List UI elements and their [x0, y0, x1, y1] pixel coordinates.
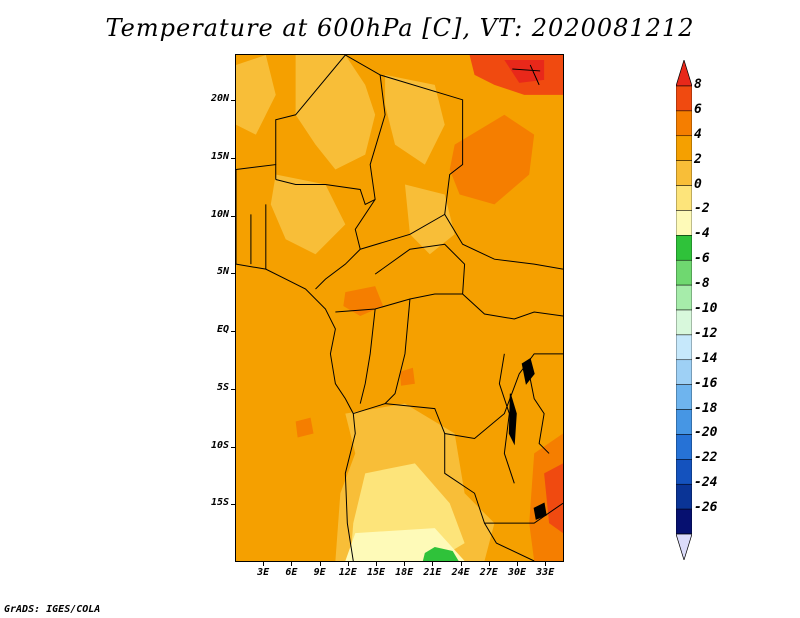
temperature-field-minus6-minus4 — [422, 547, 459, 561]
colorbar-segment — [676, 259, 692, 286]
lon-tick-mark — [545, 562, 547, 566]
temperature-field-0-2 — [295, 55, 376, 170]
colorbar-segment — [676, 135, 692, 161]
colorbar-level-label: -26 — [694, 500, 718, 516]
lat-tick-label: 15S — [210, 497, 229, 509]
colorbar-level-label: -6 — [694, 251, 710, 267]
colorbar-segment — [676, 483, 692, 510]
temperature-field-0-2 — [404, 184, 455, 255]
colorbar-level-label: -20 — [694, 425, 718, 441]
lat-tick-mark — [231, 273, 235, 275]
colorbar-level-label: 2 — [694, 151, 702, 167]
lon-tick-mark — [488, 562, 490, 566]
colorbar-segment — [676, 508, 692, 535]
lat-tick-label: 15N — [210, 150, 229, 162]
colorbar-segment — [676, 359, 692, 385]
colorbar-segment — [676, 309, 692, 336]
country-borders — [236, 55, 563, 561]
colorbar-segment — [676, 85, 692, 112]
colorbar-level-label: -2 — [694, 201, 710, 217]
colorbar-segment — [676, 334, 692, 361]
lat-tick-label: 5N — [216, 266, 229, 278]
temperature-field-above-8 — [504, 59, 545, 83]
lon-tick-label: 9E — [313, 567, 326, 578]
lat-tick-mark — [231, 100, 235, 102]
temperature-field-0-2 — [236, 55, 276, 135]
lon-tick-mark — [376, 562, 377, 566]
lat-tick-mark — [231, 331, 235, 333]
lon-tick-mark — [460, 562, 462, 566]
map-panel — [235, 54, 564, 562]
lon-tick-label: 30E — [507, 567, 527, 578]
chart-title: Temperature at 600hPa [C], VT: 202008121… — [105, 14, 695, 42]
colorbar-level-label: -12 — [694, 325, 718, 341]
colorbar-segment — [676, 459, 692, 485]
lat-tick-label: 10S — [210, 439, 229, 451]
colorbar-level-label: -10 — [694, 301, 718, 316]
temperature-field-0-2 — [385, 74, 445, 165]
lat-tick-mark — [231, 504, 235, 506]
lat-tick-label: 10N — [210, 208, 229, 220]
colorbar-level-label: -8 — [694, 276, 710, 292]
temperature-field-4-6 — [449, 114, 535, 205]
lon-tick-mark — [319, 562, 321, 566]
lat-tick-mark — [231, 446, 235, 448]
lon-tick-mark — [517, 562, 518, 566]
lat-tick-mark — [231, 388, 235, 390]
colorbar-level-label: 4 — [694, 126, 702, 142]
colorbar-segment — [676, 284, 692, 311]
colorbar-segment — [676, 384, 692, 410]
temperature-map — [236, 55, 563, 561]
lon-tick-mark — [347, 562, 349, 566]
colorbar-top-arrow — [676, 60, 692, 87]
colorbar-segment — [676, 160, 692, 186]
lon-tick-label: 12E — [338, 567, 357, 578]
temperature-field-4-6 — [343, 286, 384, 316]
lon-tick-mark — [404, 562, 406, 566]
colorbar-level-label: 6 — [694, 101, 702, 117]
colorbar-level-label: -22 — [694, 450, 718, 466]
lat-tick-label: EQ — [216, 324, 229, 336]
lat-tick-label: 5S — [216, 381, 229, 393]
lon-tick-mark — [263, 562, 265, 566]
lat-tick-mark — [231, 157, 235, 159]
colorbar-level-label: 0 — [694, 176, 702, 192]
colorbar — [676, 60, 692, 560]
colorbar-segment — [676, 409, 692, 435]
lon-tick-label: 21E — [423, 567, 442, 578]
temperature-field-6-8 — [544, 463, 563, 534]
temperature-field-4-6 — [295, 417, 314, 438]
colorbar-segment — [676, 110, 692, 137]
colorbar-level-label: -4 — [694, 226, 710, 242]
lon-tick-mark — [432, 562, 434, 566]
lon-tick-label: 18E — [395, 567, 414, 578]
temperature-field-4-6 — [399, 367, 415, 386]
temperature-field-4-6 — [529, 433, 563, 561]
lon-tick-mark — [291, 562, 293, 566]
colorbar-level-label: -18 — [694, 400, 718, 416]
colorbar-segment — [676, 185, 692, 211]
colorbar-segment — [676, 235, 692, 261]
lon-tick-label: 24E — [451, 567, 470, 578]
colorbar-level-label: 8 — [694, 77, 702, 92]
lon-tick-label: 33E — [536, 567, 555, 578]
lakes — [508, 64, 547, 520]
lat-tick-label: 20N — [210, 93, 229, 105]
colorbar-bottom-arrow — [676, 533, 692, 560]
lon-tick-label: 3E — [257, 567, 270, 578]
lon-tick-label: 6E — [285, 567, 298, 578]
temperature-field-0-2 — [270, 174, 346, 255]
colorbar-level-label: -16 — [694, 375, 718, 391]
footer-credit: GrADS: IGES/COLA — [4, 604, 101, 615]
colorbar-level-label: -24 — [694, 475, 718, 491]
lat-tick-mark — [231, 215, 235, 217]
colorbar-segment — [676, 210, 692, 236]
lon-tick-label: 15E — [366, 567, 386, 578]
lon-tick-label: 27E — [479, 567, 498, 578]
colorbar-level-label: -14 — [694, 350, 718, 366]
colorbar-segment — [676, 434, 692, 460]
